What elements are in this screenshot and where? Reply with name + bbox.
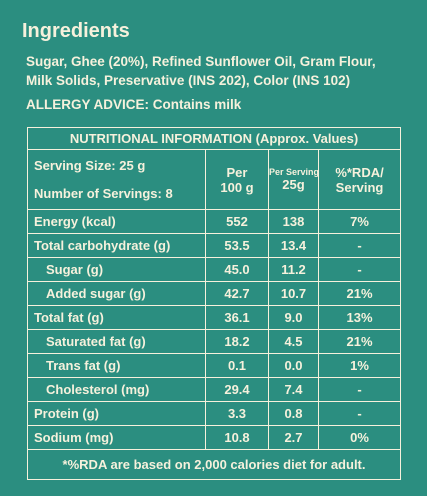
- nutrient-value: 4.5: [268, 329, 319, 354]
- serving-cell: Serving Size: 25 g Number of Servings: 8: [27, 149, 206, 210]
- nutrient-label: Total carbohydrate (g): [27, 233, 206, 258]
- nutrient-value: 7%: [317, 209, 402, 234]
- nutrient-value: -: [317, 401, 402, 426]
- nutrient-row: Sodium (mg) 10.8 2.7 0%: [27, 425, 402, 450]
- nutrient-value: 0.8: [268, 401, 319, 426]
- column-header: Per 100 g: [205, 149, 269, 210]
- nutrient-label: Saturated fat (g): [27, 329, 206, 354]
- column-header: %*RDA/Serving: [317, 149, 402, 210]
- nutrient-value: 21%: [317, 329, 402, 354]
- column-header-part: %*RDA/: [335, 164, 384, 180]
- nutrient-value: -: [317, 257, 402, 282]
- nutrient-row: Saturated fat (g) 18.2 4.5 21%: [27, 329, 402, 354]
- nutrient-value: 42.7: [205, 281, 269, 306]
- table-title-row: NUTRITIONAL INFORMATION (Approx. Values): [26, 127, 402, 150]
- nutrient-row: Energy (kcal) 552 138 7%: [27, 209, 402, 234]
- servings-count: Number of Servings: 8: [34, 185, 173, 201]
- nutrient-row: Trans fat (g) 0.1 0.0 1%: [27, 353, 402, 378]
- allergy-advice: ALLERGY ADVICE: Contains milk: [26, 97, 242, 112]
- nutrient-label: Sodium (mg): [27, 425, 206, 450]
- nutrient-value: 45.0: [205, 257, 269, 282]
- nutrient-value: 36.1: [205, 305, 269, 330]
- nutrient-label: Protein (g): [27, 401, 206, 426]
- footnote-row: *%RDA are based on 2,000 calories diet f…: [26, 449, 402, 480]
- nutrient-label: Total fat (g): [27, 305, 206, 330]
- nutrient-value: 138: [268, 209, 319, 234]
- nutrient-row: Total carbohydrate (g) 53.5 13.4-: [27, 233, 402, 258]
- nutrient-value: 18.2: [205, 329, 269, 354]
- nutrient-value: 53.5: [205, 233, 269, 258]
- nutrient-value: 0.1: [205, 353, 269, 378]
- column-header: Per Serving 25g: [268, 149, 320, 210]
- nutrient-value: 21%: [317, 281, 402, 306]
- nutrient-value: -: [317, 377, 402, 402]
- ingredients-line: Sugar, Ghee (20%), Refined Sunflower Oil…: [26, 54, 376, 69]
- nutrient-value: 0%: [317, 425, 402, 450]
- nutrient-label: Added sugar (g): [27, 281, 206, 306]
- nutrient-row: Total fat (g) 36.1 9.0 13%: [27, 305, 402, 330]
- nutrient-value: 0.0: [268, 353, 319, 378]
- nutrient-label: Sugar (g): [27, 257, 206, 282]
- serving-row: Serving Size: 25 g Number of Servings: 8 P…: [27, 149, 402, 210]
- nutrient-row: Sugar (g) 45.0 11.2-: [27, 257, 402, 282]
- nutrient-value: 1%: [317, 353, 402, 378]
- serving-size: Serving Size: 25 g: [34, 157, 146, 173]
- nutrient-label: Trans fat (g): [27, 353, 206, 378]
- nutrient-value: 552: [205, 209, 269, 234]
- nutrient-row: Protein (g) 3.3 0.8-: [27, 401, 402, 426]
- nutrient-label: Cholesterol (mg): [27, 377, 206, 402]
- nutrient-value: 11.2: [268, 257, 319, 282]
- nutrient-label: Energy (kcal): [27, 209, 206, 234]
- ingredients-title: Ingredients: [22, 20, 130, 42]
- nutrient-value: 7.4: [268, 377, 319, 402]
- nutrient-value: 10.7: [268, 281, 319, 306]
- table-title: NUTRITIONAL INFORMATION (Approx. Values): [26, 127, 402, 150]
- column-header-part: 25g: [282, 177, 305, 192]
- nutrient-value: 3.3: [205, 401, 269, 426]
- nutrient-value: 10.8: [205, 425, 269, 450]
- nutrition-table: NUTRITIONAL INFORMATION (Approx. Values)…: [26, 127, 402, 480]
- nutrient-value: 2.7: [268, 425, 319, 450]
- column-header-part: Per: [226, 164, 248, 180]
- nutrient-row: Added sugar (g) 42.7 10.7 21%: [27, 281, 402, 306]
- ingredients-line: Milk Solids, Preservative (INS 202), Col…: [26, 73, 351, 88]
- column-header-part: Per Serving: [269, 167, 320, 177]
- column-header-part: Serving: [335, 179, 384, 195]
- nutrient-value: 13%: [317, 305, 402, 330]
- nutrient-row: Cholesterol (mg) 29.4 7.4-: [27, 377, 402, 402]
- column-header-part: 100 g: [220, 179, 254, 195]
- nutrient-value: -: [317, 233, 402, 258]
- footnote: *%RDA are based on 2,000 calories diet f…: [26, 449, 402, 480]
- nutrient-value: 29.4: [205, 377, 269, 402]
- nutrient-value: 13.4: [268, 233, 319, 258]
- nutrient-value: 9.0: [268, 305, 319, 330]
